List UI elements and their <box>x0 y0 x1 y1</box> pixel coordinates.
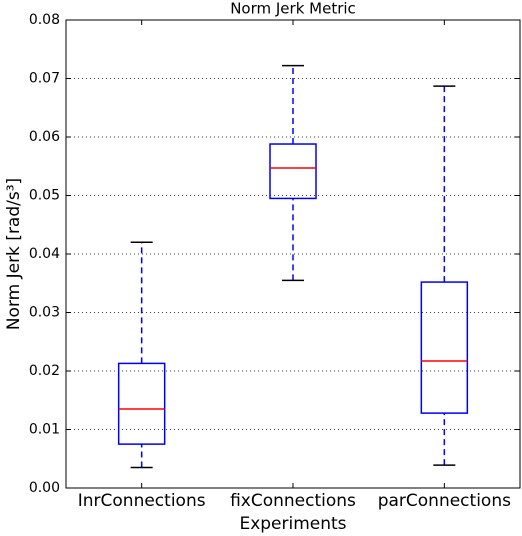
y-tick-label: 0.07 <box>29 71 60 87</box>
x-tick-label: fixConnections <box>230 491 356 511</box>
x-tick-label: parConnections <box>378 491 511 511</box>
box <box>117 362 166 445</box>
y-tick-label: 0.02 <box>29 363 60 379</box>
box <box>420 281 469 414</box>
y-tick-label: 0.03 <box>29 305 60 321</box>
y-tick-label: 0.01 <box>29 422 60 438</box>
x-tick-label: InrConnections <box>78 491 206 511</box>
box <box>269 143 317 200</box>
y-tick-label: 0.08 <box>29 12 60 28</box>
y-tick-label: 0.04 <box>29 246 60 262</box>
y-tick-label: 0.06 <box>29 129 60 145</box>
y-tick-label: 0.00 <box>29 480 60 496</box>
y-axis-label: Norm Jerk [rad/s³] <box>4 178 24 330</box>
y-tick-label: 0.05 <box>29 188 60 204</box>
chart-title: Norm Jerk Metric <box>230 0 356 18</box>
x-axis-label: Experiments <box>239 514 346 534</box>
